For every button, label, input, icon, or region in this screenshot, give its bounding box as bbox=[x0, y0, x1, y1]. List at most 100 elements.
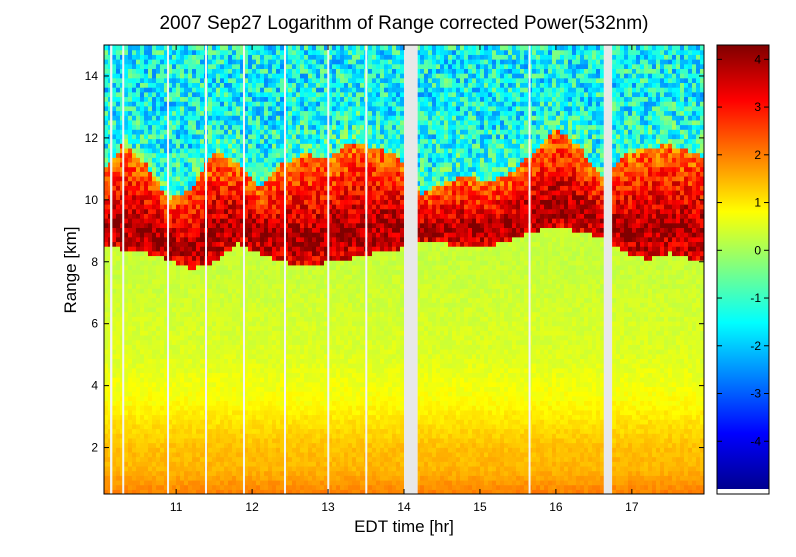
heatmap-cell bbox=[220, 129, 225, 135]
heatmap-cell bbox=[268, 311, 273, 317]
heatmap-cell bbox=[276, 236, 281, 243]
heatmap-cell bbox=[148, 227, 153, 233]
heatmap-cell bbox=[268, 358, 273, 364]
heatmap-cell bbox=[192, 475, 197, 481]
heatmap-cell bbox=[264, 456, 269, 462]
heatmap-cell bbox=[152, 171, 157, 177]
heatmap-cell bbox=[160, 363, 165, 369]
heatmap-cell bbox=[168, 82, 173, 88]
heatmap-cell bbox=[104, 227, 109, 233]
heatmap-cell bbox=[288, 171, 293, 177]
heatmap-cell bbox=[244, 349, 249, 355]
heatmap-cell bbox=[144, 330, 149, 336]
heatmap-cell bbox=[140, 437, 145, 444]
heatmap-cell bbox=[156, 119, 161, 126]
heatmap-cell bbox=[132, 115, 137, 121]
heatmap-cell bbox=[248, 349, 253, 355]
heatmap-cell bbox=[216, 344, 221, 350]
heatmap-cell bbox=[200, 269, 205, 275]
heatmap-cell bbox=[104, 470, 109, 476]
heatmap-cell bbox=[224, 405, 229, 411]
heatmap-cell bbox=[132, 255, 137, 261]
heatmap-cell bbox=[240, 166, 245, 172]
heatmap-cell bbox=[308, 475, 313, 481]
heatmap-cell bbox=[164, 218, 169, 224]
heatmap-cell bbox=[104, 461, 109, 467]
heatmap-cell bbox=[260, 339, 265, 345]
heatmap-cell bbox=[176, 208, 181, 214]
heatmap-cell bbox=[284, 419, 289, 425]
heatmap-cell bbox=[132, 250, 137, 257]
heatmap-cell bbox=[216, 222, 221, 229]
heatmap-cell bbox=[296, 246, 301, 252]
heatmap-cell bbox=[268, 353, 273, 359]
heatmap-cell bbox=[196, 475, 201, 481]
heatmap-cell bbox=[308, 166, 313, 172]
heatmap-cell bbox=[212, 489, 217, 494]
heatmap-cell bbox=[192, 213, 197, 219]
heatmap-cell bbox=[280, 479, 285, 486]
heatmap-cell bbox=[188, 292, 193, 299]
heatmap-cell bbox=[148, 68, 153, 74]
heatmap-cell bbox=[212, 236, 217, 243]
heatmap-cell bbox=[256, 372, 261, 378]
heatmap-cell bbox=[148, 278, 153, 285]
heatmap-cell bbox=[172, 330, 177, 336]
heatmap-cell bbox=[116, 306, 121, 313]
heatmap-cell bbox=[276, 465, 281, 472]
heatmap-cell bbox=[284, 428, 289, 434]
heatmap-cell bbox=[248, 110, 253, 116]
heatmap-cell bbox=[260, 180, 265, 186]
heatmap-cell bbox=[192, 96, 197, 102]
heatmap-cell bbox=[252, 358, 257, 364]
heatmap-cell bbox=[172, 68, 177, 74]
heatmap-cell bbox=[240, 199, 245, 205]
heatmap-cell bbox=[284, 475, 289, 481]
heatmap-cell bbox=[128, 119, 133, 126]
heatmap-cell bbox=[292, 334, 297, 341]
heatmap-cell bbox=[160, 157, 165, 163]
heatmap-cell bbox=[148, 386, 153, 392]
heatmap-cell bbox=[264, 185, 269, 191]
heatmap-cell bbox=[148, 428, 153, 434]
heatmap-cell bbox=[208, 105, 213, 112]
heatmap-cell bbox=[264, 479, 269, 486]
heatmap-cell bbox=[308, 400, 313, 406]
heatmap-cell bbox=[284, 260, 289, 266]
heatmap-cell bbox=[184, 138, 189, 144]
heatmap-cell bbox=[152, 419, 157, 425]
heatmap-cell bbox=[112, 447, 117, 453]
heatmap-cell bbox=[244, 470, 249, 476]
heatmap-cell bbox=[116, 489, 121, 494]
heatmap-cell bbox=[272, 465, 277, 472]
heatmap-cell bbox=[156, 250, 161, 257]
heatmap-cell bbox=[196, 349, 201, 355]
heatmap-cell bbox=[164, 419, 169, 425]
heatmap-cell bbox=[144, 316, 149, 322]
heatmap-cell bbox=[196, 175, 201, 182]
heatmap-cell bbox=[168, 260, 173, 266]
heatmap-cell bbox=[272, 171, 277, 177]
heatmap-cell bbox=[136, 87, 141, 93]
heatmap-cell bbox=[128, 349, 133, 355]
heatmap-cell bbox=[172, 320, 177, 327]
heatmap-cell bbox=[184, 428, 189, 434]
heatmap-cell bbox=[268, 456, 273, 462]
heatmap-cell bbox=[184, 45, 189, 51]
heatmap-cell bbox=[272, 297, 277, 303]
heatmap-cell bbox=[300, 461, 305, 467]
heatmap-cell bbox=[172, 395, 177, 402]
heatmap-cell bbox=[268, 54, 273, 60]
heatmap-cell bbox=[228, 166, 233, 172]
heatmap-cell bbox=[164, 54, 169, 60]
heatmap-cell bbox=[272, 208, 277, 214]
heatmap-cell bbox=[176, 147, 181, 154]
heatmap-cell bbox=[220, 218, 225, 224]
heatmap-cell bbox=[112, 292, 117, 299]
heatmap-cell bbox=[212, 461, 217, 467]
heatmap-cell bbox=[300, 344, 305, 350]
heatmap-cell bbox=[172, 269, 177, 275]
heatmap-cell bbox=[272, 414, 277, 420]
heatmap-cell bbox=[288, 87, 293, 93]
heatmap-cell bbox=[132, 227, 137, 233]
